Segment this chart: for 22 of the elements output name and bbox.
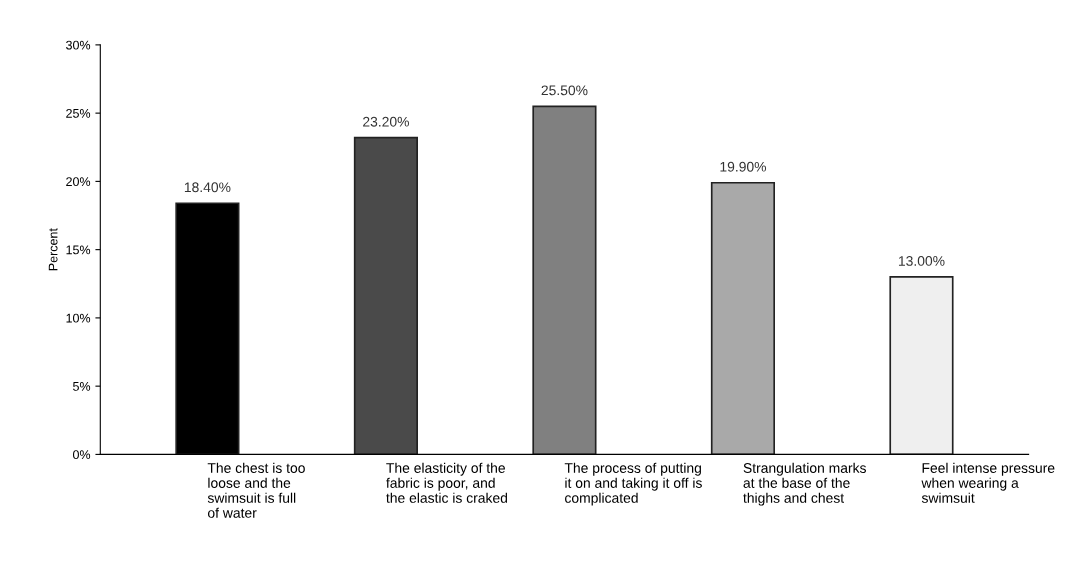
- y-tick-label: 0%: [73, 450, 91, 460]
- y-tick-label: 5%: [73, 382, 91, 391]
- bar: [353, 136, 419, 455]
- y-tick-label: 10%: [66, 313, 91, 323]
- y-tick-label: 15%: [66, 245, 91, 255]
- bar: [532, 105, 597, 455]
- x-tick-label: Feel intense pressure when wearing a swimsuit: [921, 462, 1055, 503]
- data-label: 25.50%: [541, 85, 588, 96]
- bar: [710, 181, 776, 455]
- data-label: 19.90%: [720, 161, 767, 172]
- data-label: 13.00%: [898, 256, 945, 266]
- data-label: 18.40%: [184, 182, 231, 193]
- y-tick-label: 30%: [66, 40, 91, 50]
- y-tick-label: 25%: [66, 108, 91, 118]
- x-tick-label: The elasticity of the fabric is poor, and the elastic is craked: [386, 462, 507, 503]
- x-tick-label: The chest is too loose and the swimsuit is full of water: [207, 462, 305, 518]
- y-axis-title: Percent: [48, 228, 58, 271]
- x-tick-label: The process of putting it on and taking it off is complicated: [564, 462, 702, 506]
- bar: [889, 276, 954, 455]
- x-tick-label: Strangulation marks at the base of the thighs and chest: [743, 462, 866, 506]
- y-tick-label: 20%: [66, 177, 91, 187]
- data-label: 23.20%: [363, 116, 409, 127]
